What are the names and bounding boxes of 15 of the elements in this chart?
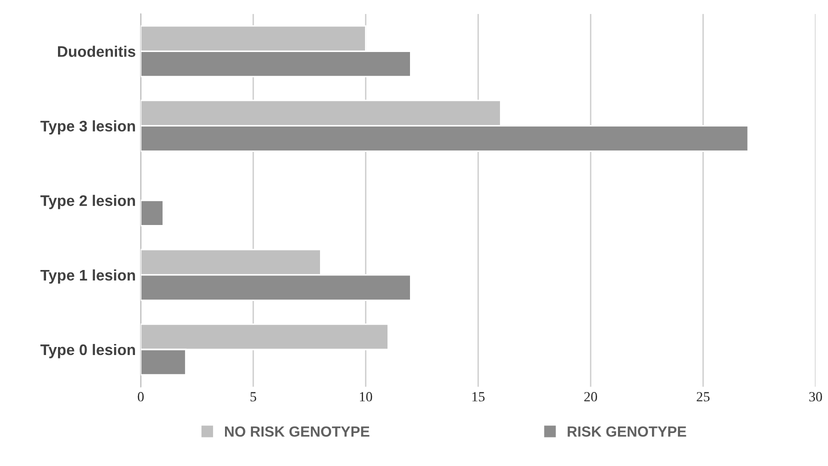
- x-tick-label: 30: [809, 392, 822, 402]
- y-tick-label: Type 2 lesion: [40, 194, 135, 210]
- x-tick-label: 5: [250, 392, 256, 402]
- legend-label: RISK GENOTYPE: [568, 426, 686, 437]
- y-tick-label: Type 0 lesion: [40, 344, 135, 358]
- x-tick-label: 25: [696, 392, 710, 402]
- x-tick-label: 10: [360, 392, 372, 402]
- legend-label: NO RISK GENOTYPE: [225, 426, 370, 437]
- bar: [140, 200, 164, 226]
- y-tick-label: Type 3 lesion: [40, 120, 135, 135]
- y-tick-label: Type 1 lesion: [40, 269, 135, 284]
- y-tick-label: Duodenitis: [58, 46, 136, 57]
- x-tick-label: 20: [584, 392, 598, 402]
- x-tick-label: 15: [472, 392, 485, 402]
- x-tick-label: 0: [138, 392, 144, 402]
